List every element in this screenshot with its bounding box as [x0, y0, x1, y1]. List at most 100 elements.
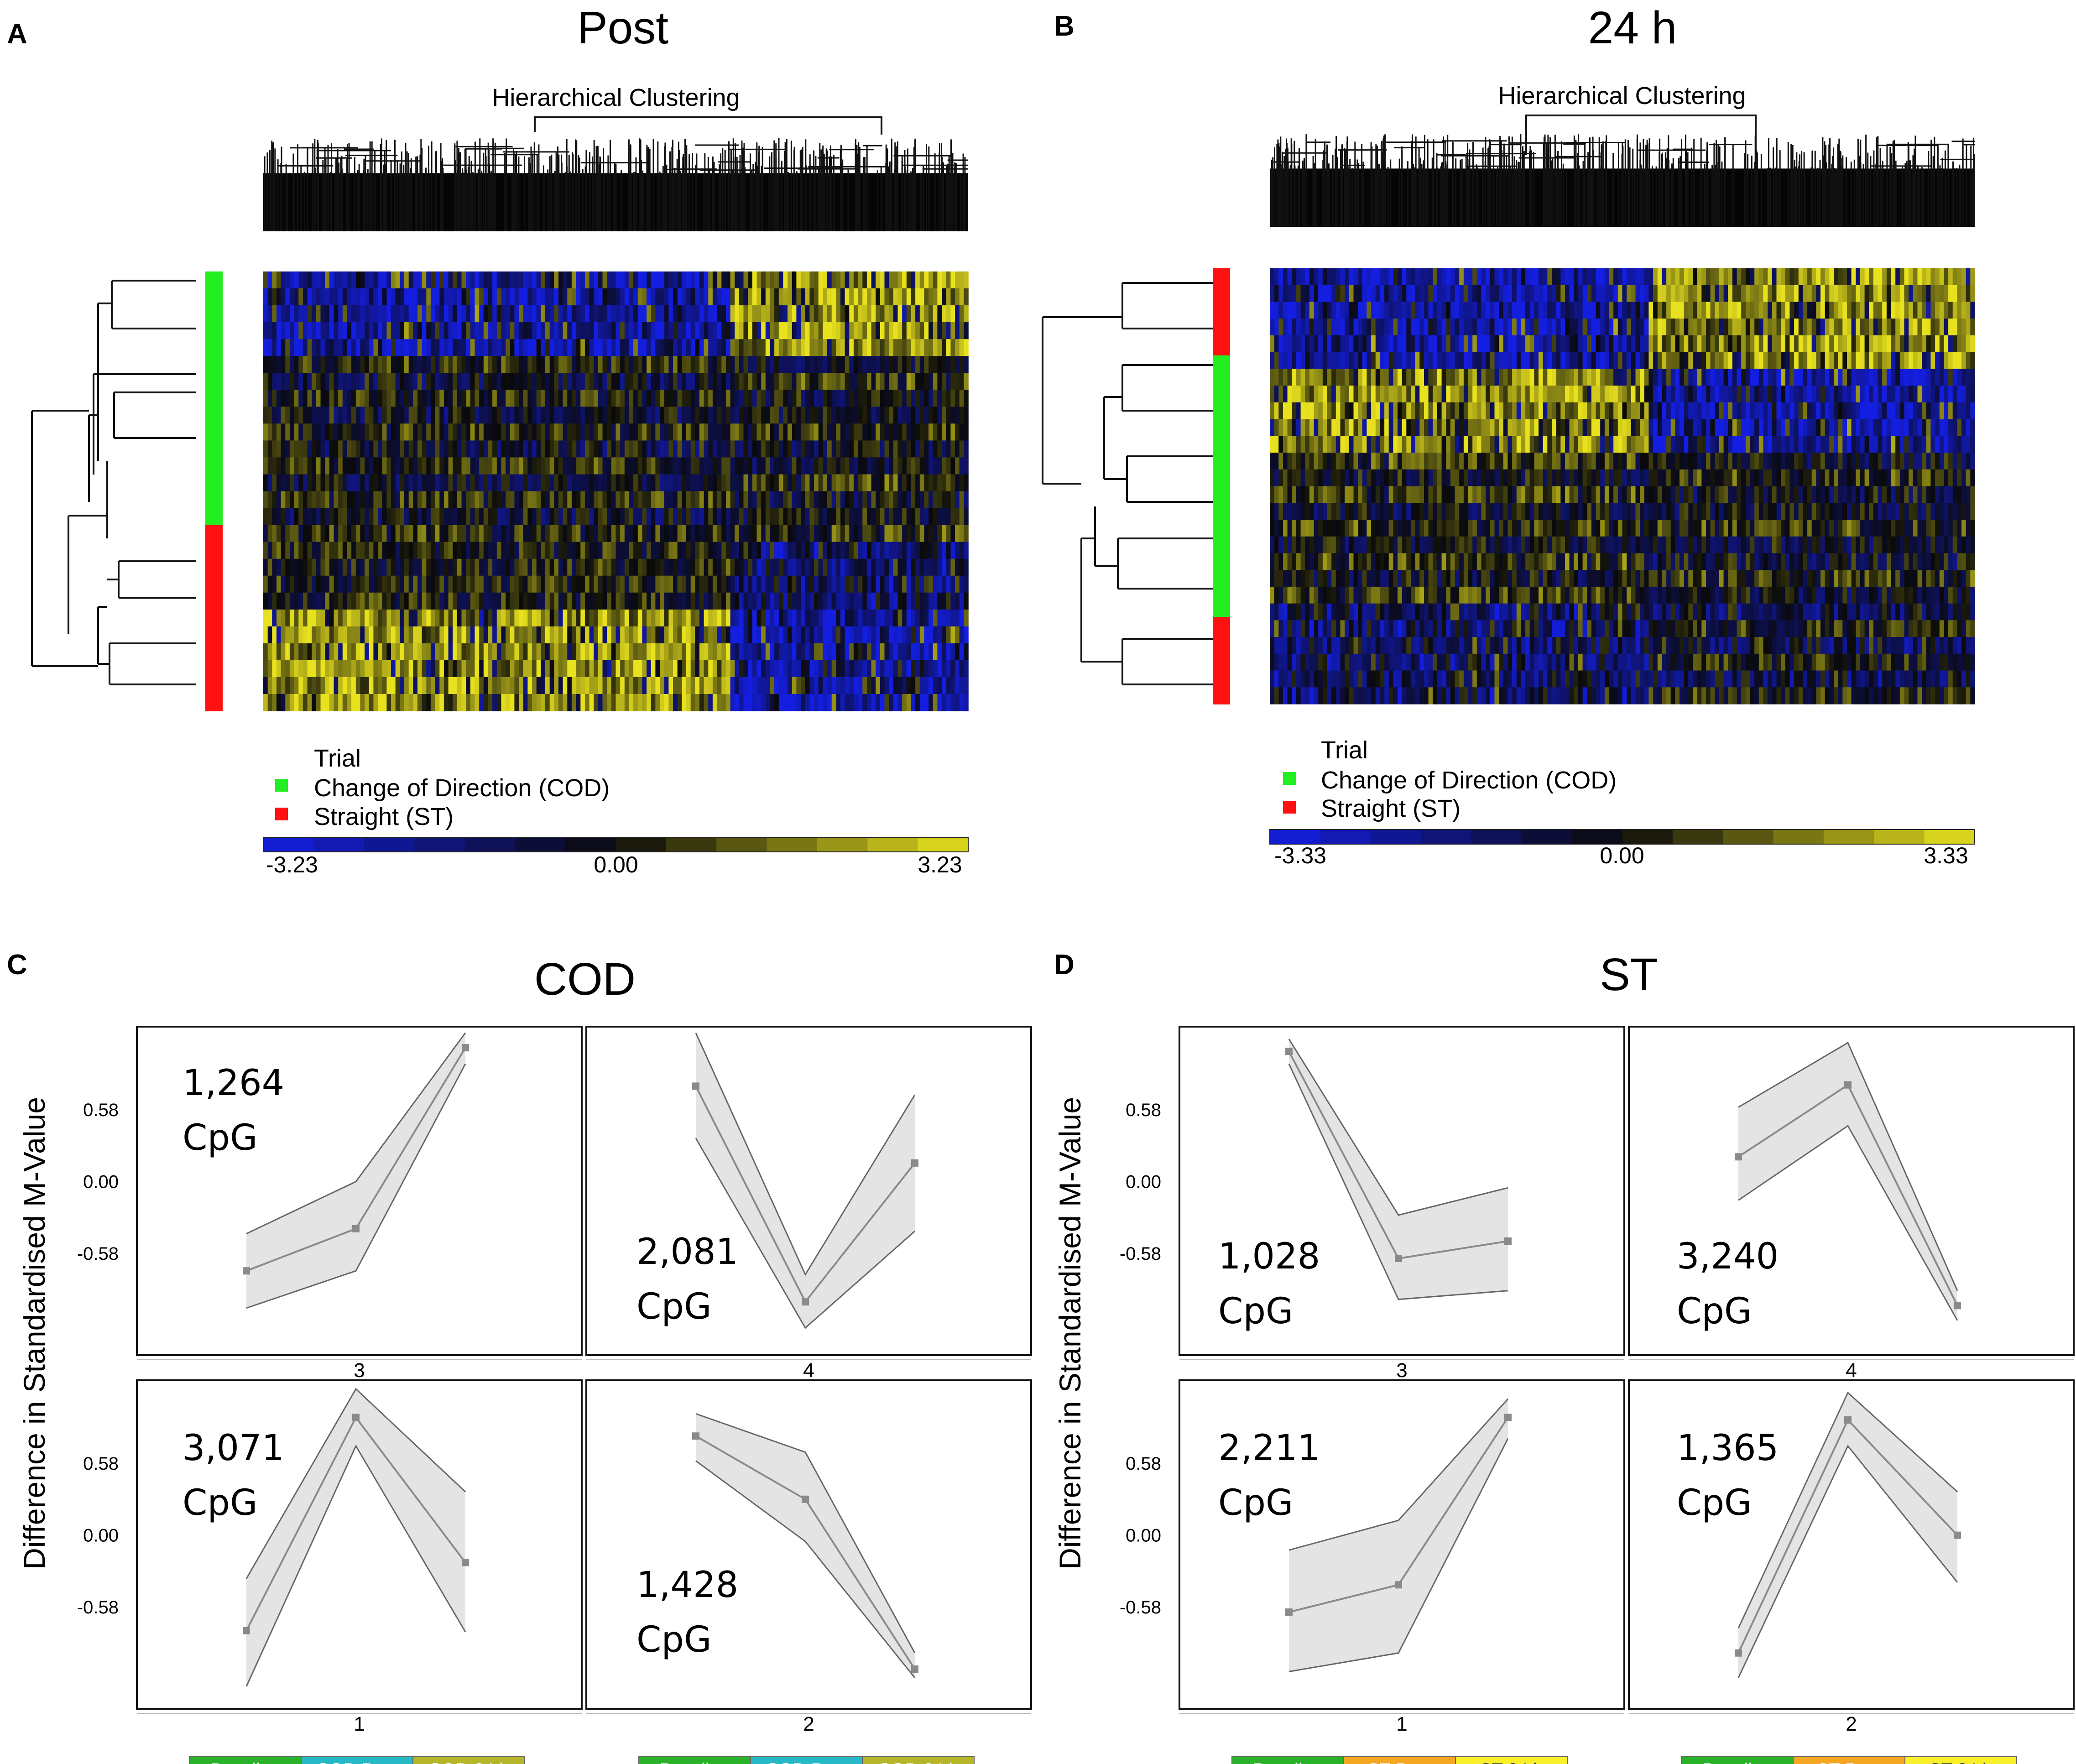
heat-cell — [651, 542, 656, 559]
legend-a-swatch-st — [275, 808, 288, 820]
heat-cell — [814, 609, 819, 627]
heat-cell — [840, 525, 845, 543]
heat-cell — [858, 474, 863, 492]
heat-cell — [355, 423, 361, 441]
heat-cell — [338, 694, 343, 711]
heat-cell — [316, 491, 321, 509]
heat-cell — [479, 558, 484, 576]
heat-cell — [470, 288, 475, 306]
heat-cell — [761, 474, 766, 492]
heat-cell — [801, 457, 806, 475]
heat-cell — [964, 643, 969, 661]
heat-cell — [435, 677, 440, 694]
heat-cell — [320, 271, 325, 289]
heat-cell — [928, 677, 934, 694]
heat-cell — [893, 322, 898, 339]
heat-cell — [536, 322, 542, 339]
heat-cell — [695, 558, 700, 576]
heat-cell — [911, 626, 916, 644]
heat-cell — [435, 508, 440, 526]
heat-cell — [382, 288, 387, 306]
heat-cell — [664, 474, 669, 492]
heat-cell — [814, 660, 819, 678]
heat-cell — [338, 457, 343, 475]
heat-cell — [576, 305, 581, 323]
heat-cell — [725, 407, 731, 424]
heat-cell — [576, 491, 581, 509]
heat-cell — [523, 457, 528, 475]
heat-cell — [325, 440, 330, 458]
heat-cell — [682, 440, 687, 458]
heat-cell — [378, 288, 383, 306]
heat-cell — [686, 322, 691, 339]
heat-cell — [316, 356, 321, 373]
heat-cell — [307, 322, 313, 339]
heat-cell — [400, 407, 405, 424]
heat-cell — [443, 643, 449, 661]
heat-cell — [430, 643, 436, 661]
heat-cell — [289, 694, 295, 711]
heat-cell — [325, 542, 330, 559]
heat-cell — [369, 474, 374, 492]
heat-cell — [514, 592, 519, 610]
heat-cell — [937, 677, 942, 694]
heat-cell — [840, 677, 845, 694]
heat-cell — [924, 356, 929, 373]
heat-cell — [567, 508, 572, 526]
heat-cell — [360, 558, 365, 576]
heat-cell — [400, 542, 405, 559]
heat-cell — [624, 609, 630, 627]
heat-cell — [655, 305, 660, 323]
heat-cell — [408, 474, 414, 492]
heat-cell — [871, 407, 876, 424]
heat-cell — [765, 575, 771, 593]
heat-cell — [453, 525, 458, 543]
heat-cell — [818, 407, 824, 424]
heat-cell — [527, 542, 532, 559]
heat-cell — [532, 390, 537, 407]
heat-cell — [615, 694, 621, 711]
heat-cell — [686, 305, 691, 323]
heat-cell — [897, 322, 902, 339]
heat-cell — [404, 440, 409, 458]
heat-cell — [466, 677, 471, 694]
heat-cell — [690, 626, 696, 644]
heat-cell — [660, 423, 665, 441]
heat-cell — [338, 423, 343, 441]
heat-cell — [778, 373, 784, 390]
heat-cell — [902, 339, 907, 356]
heat-cell — [320, 558, 325, 576]
heat-cell — [470, 558, 475, 576]
heat-cell — [470, 626, 475, 644]
heat-cell — [748, 643, 753, 661]
heat-cell — [267, 356, 273, 373]
heat-cell — [664, 288, 669, 306]
heat-cell — [682, 457, 687, 475]
heat-cell — [721, 288, 726, 306]
heat-cell — [272, 525, 277, 543]
heat-cell — [514, 525, 519, 543]
heat-cell — [276, 271, 282, 289]
heat-cell — [404, 575, 409, 593]
heat-cell — [765, 474, 771, 492]
heat-cell — [840, 643, 845, 661]
heat-cell — [338, 491, 343, 509]
heat-cell — [655, 474, 660, 492]
heat-cell — [611, 288, 616, 306]
heat-cell — [801, 626, 806, 644]
heat-cell — [589, 407, 595, 424]
heat-cell — [263, 677, 268, 694]
group-bar-cell — [205, 305, 223, 314]
heat-cell — [690, 491, 696, 509]
heat-cell — [765, 643, 771, 661]
heat-cell — [289, 575, 295, 593]
heat-cell — [492, 491, 497, 509]
heat-cell — [792, 322, 797, 339]
heat-cell — [439, 407, 444, 424]
heat-cell — [303, 542, 308, 559]
heat-cell — [783, 575, 788, 593]
heat-cell — [457, 660, 462, 678]
heat-cell — [536, 626, 542, 644]
heat-cell — [386, 660, 391, 678]
heat-cell — [338, 558, 343, 576]
